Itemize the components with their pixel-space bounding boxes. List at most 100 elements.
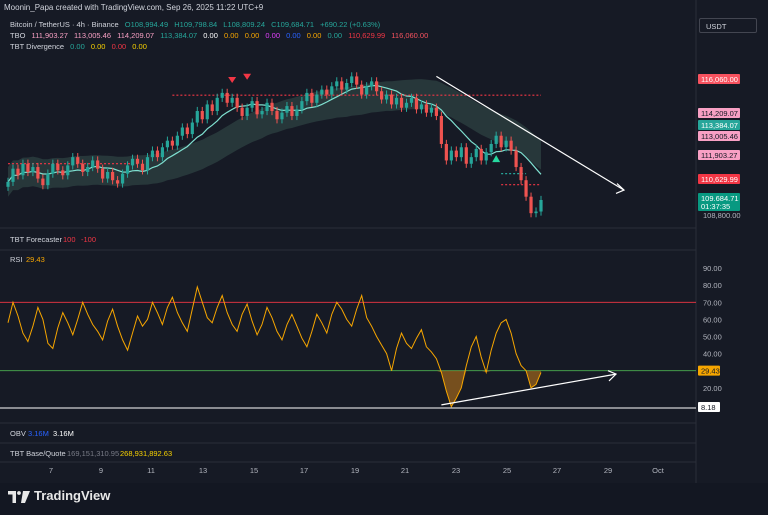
price-levels [8, 75, 626, 194]
price-tag-box [698, 74, 740, 84]
tradingview-icon [8, 490, 30, 503]
candle [320, 89, 324, 95]
legend-tbo-z3: 0.00 [265, 31, 280, 40]
legend-tbo-row: TBO 111,903.27 113,005.46 114,209.07 113… [10, 31, 432, 40]
legend-tbo-z6: 0.00 [327, 31, 343, 40]
candle [36, 167, 40, 179]
obv-label[interactable]: OBV [10, 429, 26, 438]
rsi-tick: 50.00 [703, 333, 722, 342]
forecaster-label[interactable]: TBT Forecaster [10, 235, 62, 244]
legend-tbo-z2: 0.00 [244, 31, 260, 40]
basequote-label[interactable]: TBT Base/Quote [10, 449, 66, 458]
candle [260, 111, 264, 115]
candle [285, 106, 289, 113]
candle [325, 89, 329, 95]
tbo-cloud [8, 79, 541, 197]
price-tag-box [698, 108, 740, 118]
candle [41, 178, 45, 186]
candle [225, 92, 229, 103]
candle [504, 140, 508, 148]
price-tag-text: 113,005.46 [701, 132, 738, 141]
forecaster-b: -100 [81, 235, 96, 244]
candle [46, 173, 50, 186]
candle [220, 92, 224, 98]
rsi-pane [0, 285, 696, 409]
candle [444, 143, 448, 161]
candle [335, 81, 339, 87]
candle [434, 107, 438, 116]
candle [310, 92, 314, 103]
candle [499, 135, 503, 148]
candle [270, 102, 274, 112]
price-tag-text: 111,903.27 [701, 151, 737, 160]
currency-button[interactable]: USDT [699, 18, 757, 33]
candle [394, 97, 399, 105]
candle [300, 101, 304, 110]
time-tick: 7 [49, 466, 53, 475]
tbo-band [7, 79, 542, 197]
rsi-arrow-head [607, 370, 618, 382]
legend-change: +690.22 (+0.63%) [320, 20, 381, 29]
candle [86, 167, 90, 172]
legend-tbo-z0: 0.00 [203, 31, 218, 40]
candle [469, 157, 473, 164]
candle [534, 211, 538, 214]
legend-tbo-z5: 0.00 [306, 31, 322, 40]
candle [479, 148, 483, 161]
candle [265, 102, 269, 112]
candle [185, 127, 189, 135]
legend-div-z1: 0.00 [90, 42, 106, 51]
legend-tbo-v1: 111,903.27 [31, 31, 68, 40]
legend-open: O108,994.49 [124, 20, 169, 29]
legend-tbo-v4: 113,384.07 [160, 31, 198, 40]
candle [205, 104, 209, 120]
rsi-tick: 70.00 [703, 298, 722, 307]
rsi-tick: 80.00 [703, 281, 722, 290]
candle [160, 147, 165, 158]
candle [175, 135, 179, 146]
candle [165, 140, 170, 148]
rsi-line [7, 285, 542, 408]
rsi-tag-box [698, 402, 720, 413]
sell-signal-marker [243, 73, 252, 80]
candle [125, 165, 130, 174]
candle [360, 84, 364, 95]
rsi-tick: 90.00 [703, 264, 722, 273]
basequote-a: 169,151,310.95 [67, 449, 119, 458]
legend-divergence-label[interactable]: TBT Divergence [10, 42, 65, 51]
legend-tbo-label[interactable]: TBO [10, 31, 26, 40]
legend-tbo-v2: 113,005.46 [74, 31, 112, 40]
rsi-label[interactable]: RSI [10, 255, 23, 264]
candle [115, 180, 120, 184]
candle [494, 135, 498, 144]
trend-arrow-head [615, 183, 626, 194]
chart-canvas: 117,000.00115,000.00108,800.00 116,060.0… [0, 0, 741, 483]
candle [519, 167, 523, 181]
price-tag-box [698, 201, 740, 211]
rsi-tick: 40.00 [703, 350, 722, 359]
candle [484, 152, 488, 161]
candle [539, 199, 543, 212]
candle [384, 94, 389, 100]
candle [509, 140, 513, 151]
legend-div-z2: 0.00 [111, 42, 127, 51]
candle [365, 86, 369, 95]
candle [135, 158, 140, 164]
candle [409, 97, 414, 103]
candle [464, 147, 468, 164]
rsi-tag-text: 8.18 [701, 403, 716, 412]
candle [66, 165, 70, 176]
rsi-tag-box [698, 365, 720, 376]
legend-symbol[interactable]: Bitcoin / TetherUS · 4h · Binance [10, 20, 119, 29]
candle [155, 150, 160, 158]
candle [195, 111, 199, 123]
price-tick: 108,800.00 [703, 211, 741, 220]
legend-divergence-row: TBT Divergence 0.00 0.00 0.00 0.00 [10, 42, 151, 51]
tradingview-logo[interactable]: TradingView [8, 488, 110, 503]
legend-tbo-v3: 114,209.07 [117, 31, 155, 40]
obv-a: 3.16M [28, 429, 49, 438]
candle [106, 171, 110, 179]
obv-b: 3.16M [53, 429, 74, 438]
candle [16, 168, 20, 176]
candle [524, 180, 528, 197]
